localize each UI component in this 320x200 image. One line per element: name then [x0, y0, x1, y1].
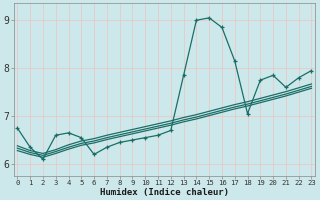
X-axis label: Humidex (Indice chaleur): Humidex (Indice chaleur) [100, 188, 229, 197]
